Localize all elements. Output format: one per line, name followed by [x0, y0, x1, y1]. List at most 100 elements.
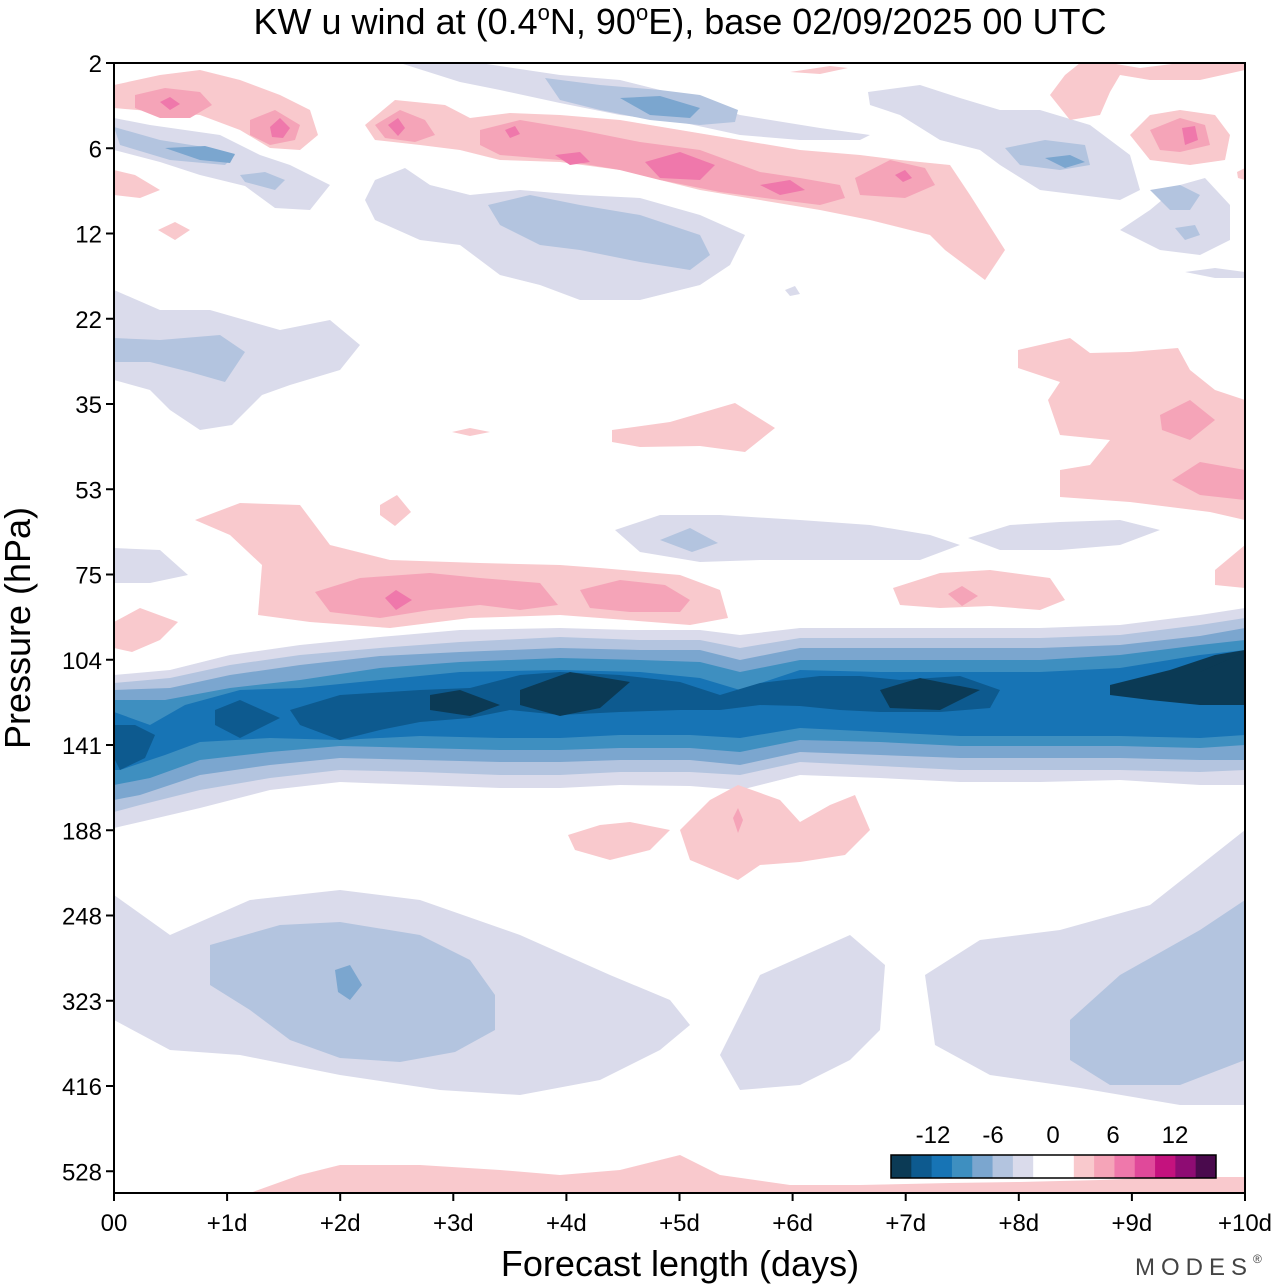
y-tick-label: 416: [62, 1074, 102, 1101]
contour-region: [488, 195, 710, 270]
contour-region: [880, 678, 980, 710]
contour-region: [290, 672, 1000, 740]
contour-region: [1182, 126, 1198, 145]
x-tick-label: +7d: [885, 1210, 926, 1237]
contour-region: [620, 96, 700, 118]
y-tick-label: 528: [62, 1159, 102, 1186]
colorbar-swatch: [1094, 1155, 1115, 1178]
y-tick-label: 75: [75, 563, 102, 590]
contour-region: [430, 690, 500, 716]
y-tick-label: 141: [62, 733, 102, 760]
contour-region: [1045, 155, 1085, 168]
y-tick-label: 323: [62, 989, 102, 1016]
contour-region: [660, 528, 718, 552]
contour-region: [1237, 168, 1245, 180]
contour-region: [160, 97, 180, 110]
colorbar-swatch: [1155, 1155, 1176, 1178]
contour-region: [380, 495, 411, 526]
colorbar-label: -12: [916, 1122, 951, 1149]
colorbar-swatch: [1033, 1155, 1054, 1178]
contour-region: [1160, 400, 1215, 440]
colorbar-label: 6: [1106, 1122, 1119, 1149]
x-tick-label: +4d: [546, 1210, 587, 1237]
contour-region: [388, 118, 405, 136]
colorbar-swatch: [1053, 1155, 1075, 1178]
contour-region: [785, 286, 800, 296]
y-axis-label: Pressure (hPa): [0, 507, 38, 749]
contour-region: [114, 170, 160, 198]
contour-region: [855, 160, 935, 198]
contour-region: [452, 428, 490, 436]
contour-region: [1070, 900, 1245, 1085]
x-tick-label: +9d: [1112, 1210, 1153, 1237]
contour-region: [893, 570, 1065, 610]
contour-region: [114, 335, 245, 382]
contour-region: [114, 548, 188, 583]
y-tick-label: 22: [75, 307, 102, 334]
contour-region: [315, 573, 558, 618]
x-tick-label: +5d: [659, 1210, 700, 1237]
contour-region: [895, 170, 912, 182]
contour-region: [733, 808, 743, 833]
colorbar-swatch: [1012, 1155, 1034, 1178]
contour-region: [1215, 545, 1245, 588]
y-tick-label: 53: [75, 477, 102, 504]
contour-region: [720, 935, 885, 1090]
contour-region: [1120, 178, 1230, 255]
contour-region: [790, 66, 848, 74]
colorbar-swatch: [992, 1155, 1014, 1178]
contour-region: [1150, 185, 1200, 210]
contour-region: [1185, 268, 1245, 278]
contour-region: [555, 152, 590, 165]
contour-region: [1050, 63, 1245, 120]
x-tick-label: +6d: [772, 1210, 813, 1237]
contour-region: [505, 126, 520, 138]
contour-region: [114, 608, 178, 652]
y-tick-label: 104: [62, 648, 102, 675]
colorbar-label: 12: [1162, 1122, 1189, 1149]
contour-region: [645, 152, 715, 180]
contour-region: [165, 146, 235, 163]
x-axis: 00 +1d +2d +3d +4d +5d +6d +7d +8d +9d +10d: [101, 1193, 1272, 1237]
colorbar-swatch: [1134, 1155, 1156, 1178]
contour-region: [250, 1155, 1245, 1193]
contour-region: [612, 403, 775, 452]
contour-region: [1200, 652, 1245, 700]
x-tick-label: +1d: [207, 1210, 248, 1237]
colorbar: -12 -6 0 6 12: [890, 1122, 1217, 1179]
x-tick-label: +2d: [320, 1210, 361, 1237]
contour-region: [520, 672, 630, 716]
contour-region: [115, 725, 155, 770]
chart-title: KW u wind at (0.4oN, 90oE), base 02/09/2…: [254, 0, 1107, 42]
contour-region: [615, 515, 960, 562]
contour-region: [568, 822, 670, 860]
contour-region: [580, 580, 690, 612]
contour-fields: [114, 63, 1245, 1193]
contour-region: [760, 180, 805, 195]
colorbar-label: 0: [1046, 1122, 1059, 1149]
plot-area: [113, 62, 1246, 1194]
colorbar-swatch: [1114, 1155, 1136, 1178]
y-axis: 2 6 12 22 35 53 75 104 141 188 248 323 416 528: [62, 51, 114, 1186]
colorbar-swatch: [1073, 1155, 1095, 1178]
y-tick-label: 248: [62, 904, 102, 931]
y-tick-label: 12: [75, 222, 102, 249]
x-axis-label: Forecast length (days): [501, 1243, 859, 1284]
x-tick-label: 00: [101, 1210, 128, 1237]
colorbar-swatch: [972, 1155, 994, 1178]
colorbar-swatch: [891, 1155, 912, 1178]
contour-region: [215, 700, 280, 738]
x-tick-label: +10d: [1218, 1210, 1272, 1237]
contour-region: [385, 590, 412, 610]
contour-region: [335, 965, 362, 1000]
y-tick-label: 2: [89, 51, 102, 78]
contour-region: [680, 785, 870, 880]
x-tick-label: +3d: [433, 1210, 474, 1237]
y-tick-label: 35: [75, 392, 102, 419]
contour-region: [240, 172, 285, 190]
contour-region: [375, 110, 435, 142]
colorbar-frame: [890, 1154, 1217, 1179]
contour-region: [968, 520, 1160, 550]
colorbar-swatch: [911, 1155, 933, 1178]
